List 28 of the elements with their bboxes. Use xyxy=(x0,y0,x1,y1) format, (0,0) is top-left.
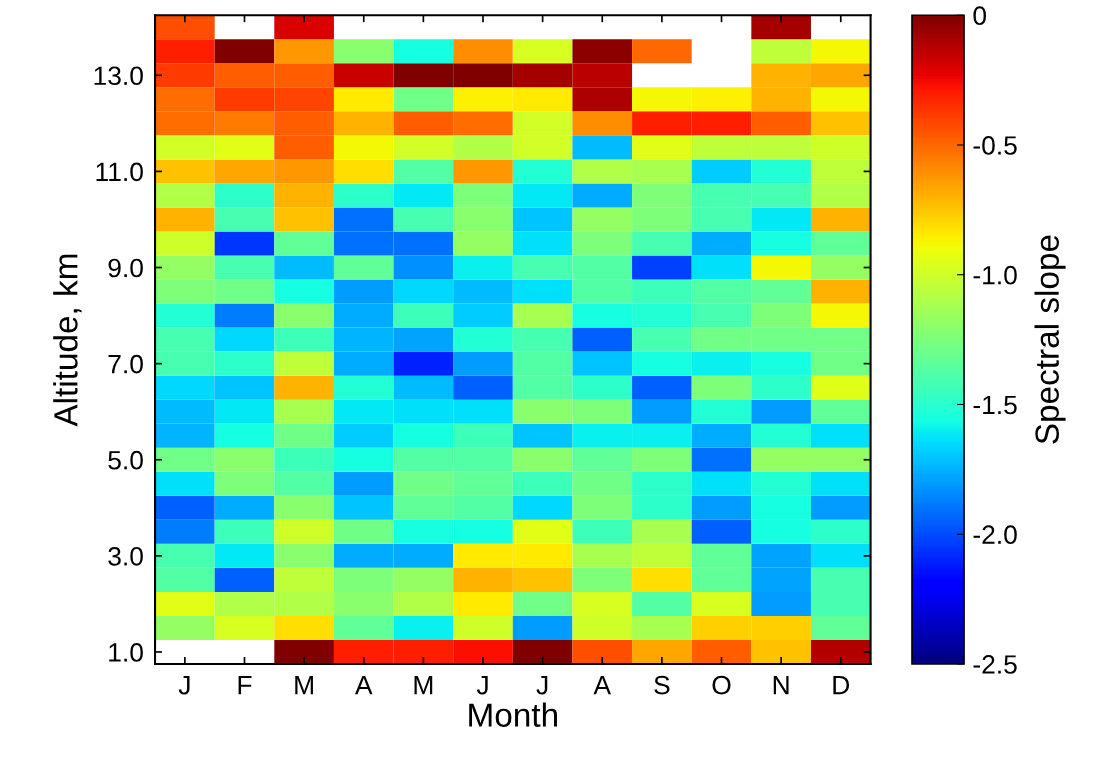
x-tick-label: S xyxy=(654,675,670,695)
y-tick-label: 11.0 xyxy=(96,162,143,182)
color-bar-label: 0 xyxy=(973,6,987,26)
y-tick-label: 1.0 xyxy=(109,643,143,662)
color-bar-label: -1.5 xyxy=(973,395,1017,415)
x-tick-label: D xyxy=(833,676,850,695)
color-bar-label: -0.5 xyxy=(973,136,1017,155)
x-tick-label: A xyxy=(593,676,611,695)
color-bar-label: -1.0 xyxy=(973,265,1017,285)
x-tick-label: J xyxy=(476,676,488,695)
y-tick-label: 9.0 xyxy=(108,258,143,278)
x-tick-label: N xyxy=(773,676,789,695)
y-tick-label: 3.0 xyxy=(108,546,143,566)
x-tick-label: M xyxy=(295,676,313,695)
x-axis-title: Month xyxy=(469,702,557,727)
x-tick-label: J xyxy=(536,676,548,695)
x-tick-label: M xyxy=(414,676,433,695)
y-tick-label: 7.0 xyxy=(108,354,143,374)
x-tick-label: A xyxy=(355,676,373,695)
y-tick-label: 13.0 xyxy=(94,66,143,86)
x-tick-label: O xyxy=(712,675,731,695)
x-tick-label: J xyxy=(178,676,190,695)
color-bar-title: Spectral slope xyxy=(1034,235,1066,444)
y-tick-label: 5.0 xyxy=(108,450,143,470)
color-bar-label: -2.5 xyxy=(973,655,1017,674)
x-tick-label: F xyxy=(238,676,252,695)
y-axis-title: Altitude, km xyxy=(53,254,82,427)
color-bar-label: -2.0 xyxy=(973,525,1017,545)
